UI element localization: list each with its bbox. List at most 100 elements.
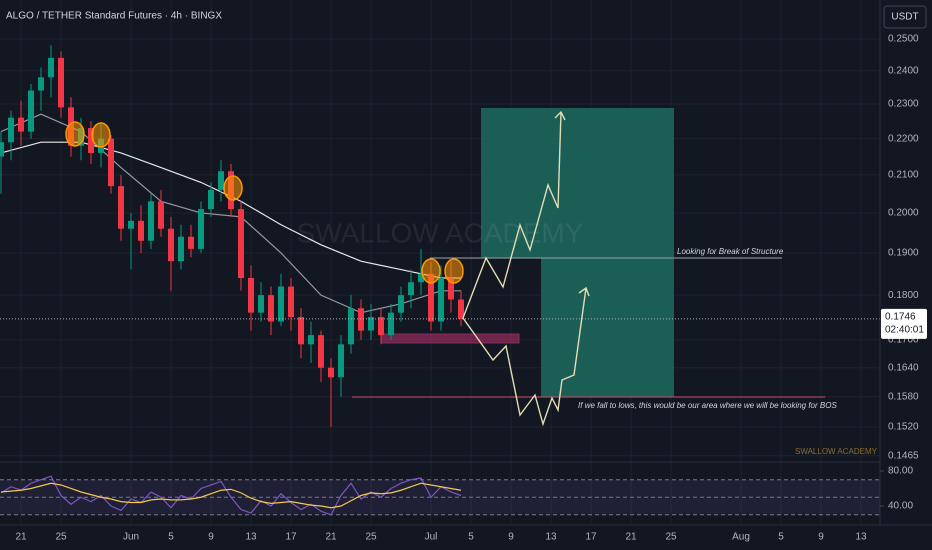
- candle-body: [238, 209, 244, 278]
- last-price-box: [881, 308, 927, 339]
- x-tick-label: 25: [665, 532, 677, 543]
- candle-body: [128, 220, 134, 229]
- arrow-head: [578, 286, 590, 297]
- y-tick-label: 0.2000: [888, 208, 919, 219]
- x-tick-label: 9: [818, 532, 824, 543]
- candle-body: [348, 308, 354, 345]
- x-tick-label: 17: [285, 532, 297, 543]
- rsi-band: [0, 479, 880, 515]
- y-tick-label: 0.1640: [888, 362, 919, 373]
- grid: [0, 0, 880, 525]
- plot: [0, 45, 880, 427]
- candle-body: [458, 299, 464, 319]
- x-tick-label: 9: [208, 532, 214, 543]
- marker: [91, 122, 111, 148]
- candle-body: [48, 57, 54, 78]
- y-tick-label: 0.1520: [888, 422, 919, 433]
- x-tick-label: 13: [545, 532, 557, 543]
- y-tick-label: 0.1700: [888, 334, 919, 345]
- annotation: If we fall to lows, this would be our ar…: [578, 401, 837, 410]
- watermark: SWALLOW ACADEMY: [297, 217, 584, 248]
- candle-body: [188, 236, 194, 249]
- x-tick-label: 13: [245, 532, 257, 543]
- countdown: 02:40:01: [885, 325, 924, 336]
- candle-body: [258, 295, 264, 313]
- y-tick-label: 0.2400: [888, 65, 919, 76]
- marker: [223, 175, 243, 201]
- currency-box[interactable]: [883, 5, 927, 29]
- y-tick-label: 0.1465: [888, 450, 919, 461]
- x-tick-label: Jul: [425, 532, 438, 543]
- marker: [65, 121, 85, 147]
- candle-body: [328, 367, 334, 378]
- candle-body: [218, 171, 224, 190]
- candle-body: [338, 344, 344, 378]
- markers: [65, 121, 464, 284]
- candle-body: [28, 90, 34, 132]
- x-tick-label: 25: [365, 532, 377, 543]
- rsi-line: [0, 475, 462, 516]
- marker: [421, 258, 441, 284]
- x-tick-label: 5: [168, 532, 174, 543]
- annotation: Looking for Break of Structure: [677, 247, 784, 256]
- candle-body: [268, 295, 274, 322]
- up-path: [462, 111, 562, 319]
- candle-body: [158, 201, 164, 229]
- candle-body: [278, 286, 284, 322]
- candle-body: [198, 209, 204, 249]
- projection: [462, 110, 590, 427]
- candle-body: [38, 77, 44, 91]
- x-tick-label: Jun: [123, 532, 139, 543]
- arrow-head: [554, 110, 566, 121]
- candle-body: [298, 317, 304, 345]
- candle-body: [208, 189, 214, 210]
- support-zone: [380, 333, 520, 344]
- currency[interactable]: USDT: [891, 12, 918, 23]
- candle-body: [108, 138, 114, 187]
- x-tick-label: 17: [585, 532, 597, 543]
- x-tick-label: 5: [778, 532, 784, 543]
- candle-body: [88, 128, 94, 153]
- candle-body: [448, 277, 454, 300]
- chart-title: ALGO / TETHER Standard Futures · 4h · BI…: [6, 11, 222, 22]
- candle-body: [18, 117, 24, 132]
- target-zone: [481, 108, 674, 258]
- zones: [352, 108, 825, 398]
- candle-body: [58, 57, 64, 108]
- candle-body: [308, 335, 314, 345]
- candle-body: [178, 236, 184, 262]
- rsi-pane: 80.00 40.00: [0, 466, 913, 516]
- signature: SWALLOW ACADEMY: [795, 447, 878, 456]
- y-tick-label: 0.2500: [888, 34, 919, 45]
- marker: [444, 258, 464, 284]
- x-tick-label: 25: [55, 532, 67, 543]
- x-tick-label: 5: [468, 532, 474, 543]
- candle-body: [168, 228, 174, 262]
- candle-body: [148, 201, 154, 241]
- candle-body: [438, 277, 444, 322]
- rsi-line: [0, 482, 462, 509]
- x-tick-label: 21: [625, 532, 637, 543]
- candle-body: [358, 308, 364, 331]
- candle-body: [378, 317, 384, 336]
- y-tick-label: 0.2300: [888, 99, 919, 110]
- x-tick-label: 21: [325, 532, 337, 543]
- x-tick-label: 9: [508, 532, 514, 543]
- candle-body: [398, 295, 404, 313]
- y-tick-label: 0.1900: [888, 248, 919, 259]
- x-tick-label: Aug: [732, 532, 750, 543]
- candle-body: [408, 282, 414, 296]
- candle-body: [418, 273, 424, 283]
- candle-body: [248, 277, 254, 313]
- y-tick-label: 0.2200: [888, 133, 919, 144]
- target-zone: [541, 258, 674, 397]
- down-path: [462, 287, 587, 427]
- y-tick-label: 40.00: [888, 501, 913, 512]
- y-tick-label: 0.1800: [888, 290, 919, 301]
- candle-body: [138, 220, 144, 241]
- candle-body: [0, 142, 5, 157]
- last-price-label: 0.1746: [885, 312, 916, 323]
- y-tick-label: 80.00: [888, 466, 913, 477]
- candle-body: [428, 273, 434, 322]
